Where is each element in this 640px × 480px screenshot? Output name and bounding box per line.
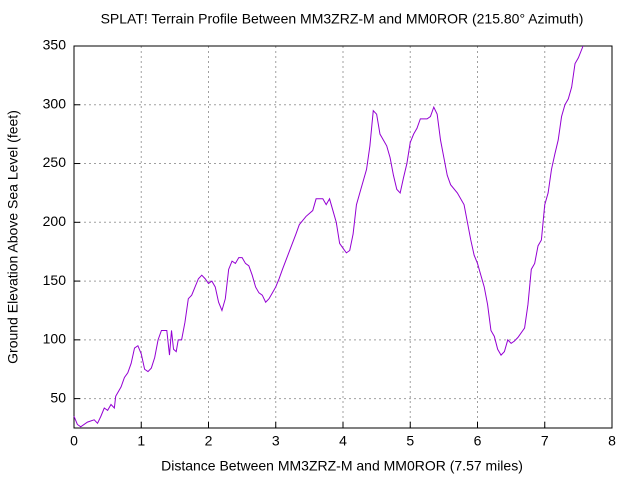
y-axis-label: Ground Elevation Above Sea Level (feet) [5,110,21,364]
y-tick-label: 50 [50,389,66,405]
terrain-line [73,45,584,428]
y-tick-label: 150 [43,272,67,288]
x-tick-label: 0 [70,433,78,449]
x-tick-label: 1 [137,433,145,449]
x-tick-label: 5 [406,433,414,449]
x-tick-label: 7 [541,433,549,449]
y-tick-label: 200 [43,213,67,229]
x-tick-label: 8 [608,433,616,449]
x-tick-label: 4 [339,433,347,449]
chart-title: SPLAT! Terrain Profile Between MM3ZRZ-M … [101,11,584,27]
y-tick-label: 350 [43,37,67,53]
y-tick-label: 100 [43,331,67,347]
plot-border [73,45,613,429]
y-tick-label: 300 [43,95,67,111]
y-tick-label: 250 [43,154,67,170]
x-tick-label: 2 [205,433,213,449]
x-tick-label: 6 [474,433,482,449]
x-axis-label: Distance Between MM3ZRZ-M and MM0ROR (7.… [161,458,523,474]
x-tick-label: 3 [272,433,280,449]
